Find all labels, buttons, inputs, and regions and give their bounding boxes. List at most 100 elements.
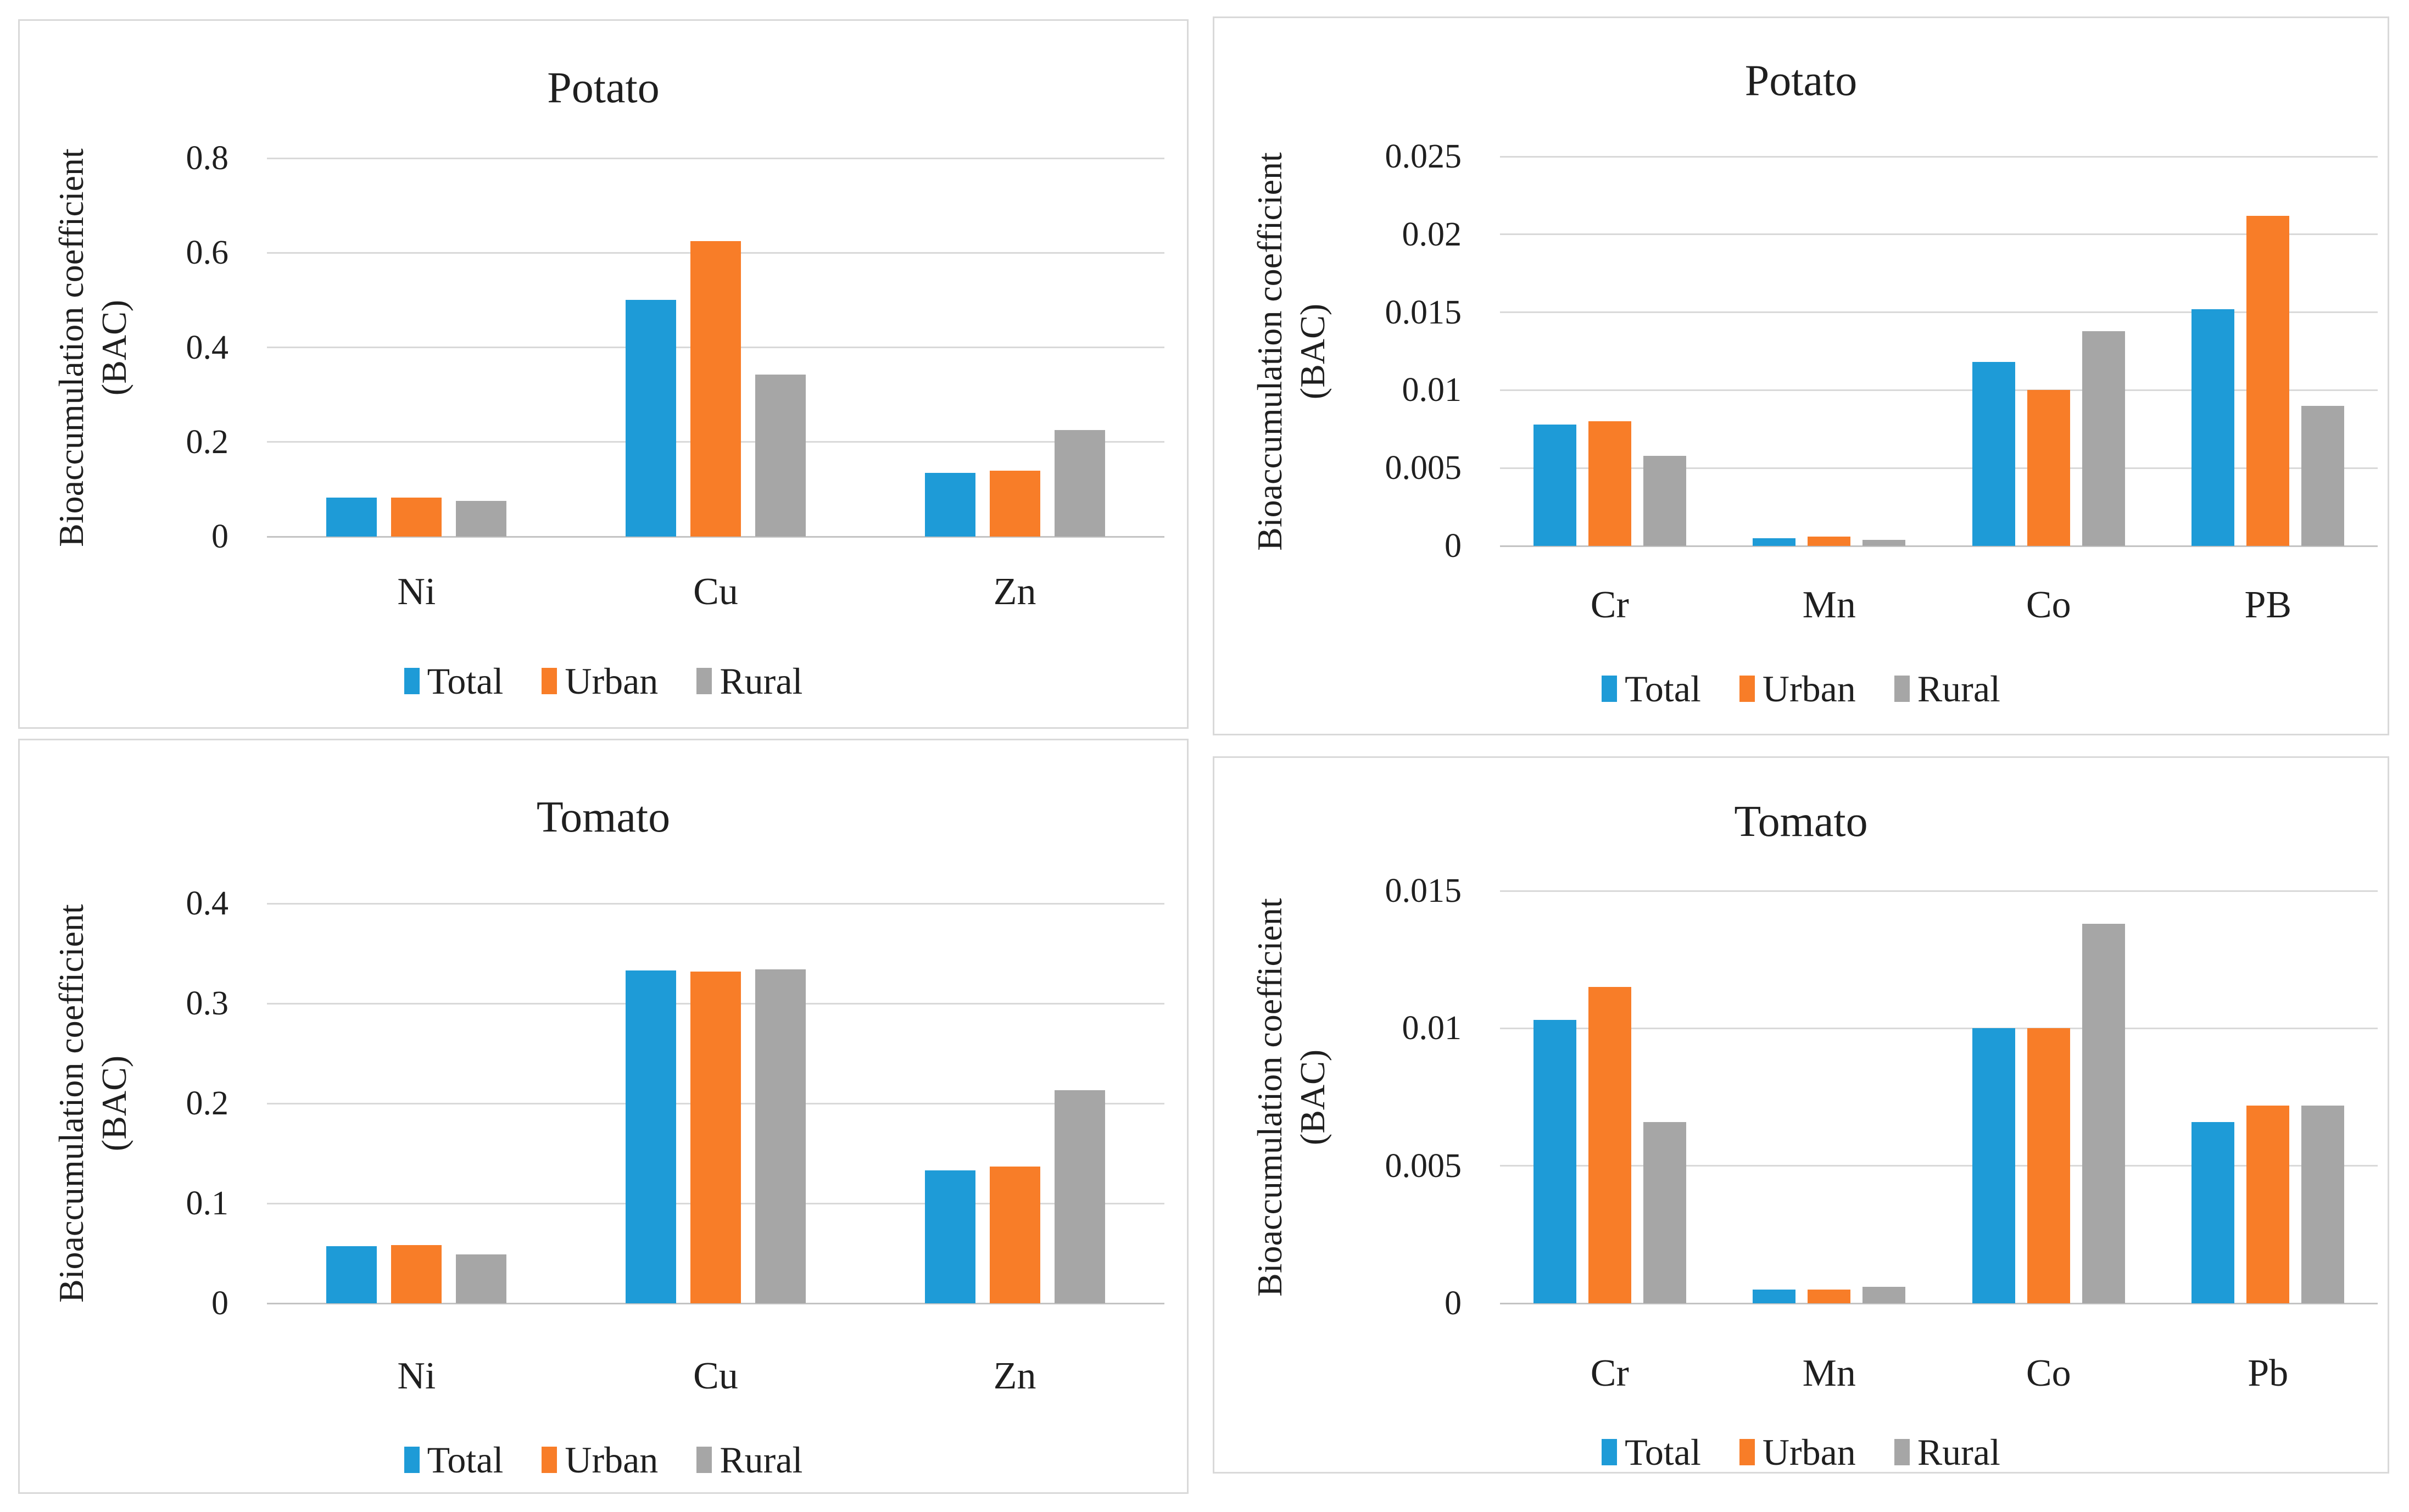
y-tick-label: 0.8 <box>186 140 229 177</box>
bar-Mn-rural <box>1862 1287 1905 1303</box>
bar-Mn-urban <box>1808 1290 1850 1303</box>
gridline <box>1500 467 2378 469</box>
bar-PB-urban <box>2246 216 2289 546</box>
y-tick-label: 0.2 <box>186 1085 229 1122</box>
x-axis-line <box>267 1302 1164 1304</box>
legend-label: Urban <box>565 660 659 702</box>
chart-title: Tomato <box>1734 797 1868 846</box>
bar-Co-total <box>1972 1028 2015 1303</box>
gridline <box>1500 1027 2378 1029</box>
bar-Co-rural <box>2082 924 2125 1303</box>
y-axis-label-line2: (BAC) <box>1293 1049 1332 1145</box>
legend-swatch-rural <box>1894 1439 1910 1465</box>
y-tick-label: 0.4 <box>186 328 229 366</box>
gridline <box>267 157 1164 159</box>
bar-Cr-urban <box>1588 987 1631 1303</box>
category-label: Ni <box>397 1355 436 1397</box>
y-tick-label: 0.4 <box>186 885 229 922</box>
bar-Cr-total <box>1533 1020 1576 1303</box>
legend-swatch-total <box>404 668 420 694</box>
bar-Ni-rural <box>456 1254 506 1303</box>
bar-Ni-total <box>326 498 377 537</box>
x-axis-line <box>1500 545 2378 547</box>
y-tick-label: 0.025 <box>1385 138 1462 175</box>
bar-Zn-rural <box>1055 430 1105 537</box>
bar-PB-total <box>2191 309 2234 546</box>
category-label: Ni <box>397 571 436 613</box>
y-axis-label-line1: Bioaccumulation coefficient <box>1250 897 1289 1297</box>
legend-swatch-total <box>1602 1439 1618 1465</box>
legend-label: Rural <box>1917 668 2000 710</box>
legend-item-total: Total <box>404 1439 503 1481</box>
legend-item-urban: Urban <box>1739 668 1856 710</box>
bar-Mn-urban <box>1808 537 1850 546</box>
chart-title: Potato <box>547 64 660 112</box>
bar-Cu-total <box>626 300 676 537</box>
legend-label: Total <box>1625 1431 1701 1473</box>
bar-Co-total <box>1972 362 2015 546</box>
category-label: Mn <box>1802 584 1856 626</box>
bar-Co-urban <box>2027 390 2070 546</box>
y-axis-label-line1: Bioaccumulation coefficient <box>1250 152 1289 551</box>
gridline <box>267 902 1164 905</box>
y-tick-label: 0.005 <box>1385 1147 1462 1185</box>
bar-Mn-total <box>1753 1290 1795 1303</box>
bar-Cr-total <box>1533 425 1576 546</box>
bar-PB-rural <box>2301 406 2344 546</box>
bar-Cu-urban <box>690 972 741 1303</box>
x-axis-line <box>1500 1302 2378 1304</box>
bar-Zn-urban <box>990 1167 1040 1303</box>
legend-swatch-total <box>404 1447 420 1473</box>
gridline <box>1500 1165 2378 1167</box>
legend-label: Rural <box>720 660 803 702</box>
legend-item-rural: Rural <box>696 1439 802 1481</box>
gridline <box>1500 233 2378 236</box>
bar-Cu-rural <box>755 969 806 1303</box>
y-tick-label: 0.015 <box>1385 872 1462 910</box>
category-label: Mn <box>1802 1352 1856 1394</box>
y-tick-label: 0 <box>1445 527 1462 565</box>
gridline <box>1500 311 2378 314</box>
bar-Co-rural <box>2082 331 2125 546</box>
chart-panel-tomato-major-metals: Tomato Bioaccumulation coefficient (BAC)… <box>18 739 1189 1494</box>
category-label: Pb <box>2248 1352 2289 1394</box>
gridline <box>1500 890 2378 892</box>
legend-swatch-total <box>1602 676 1618 702</box>
bar-Zn-urban <box>990 471 1040 537</box>
bar-Cu-rural <box>755 375 806 537</box>
bar-Zn-total <box>925 1170 975 1303</box>
bar-Zn-rural <box>1055 1090 1105 1303</box>
bar-Ni-urban <box>391 1245 442 1303</box>
legend-item-urban: Urban <box>1739 1431 1856 1473</box>
category-label: Cu <box>693 1355 738 1397</box>
y-tick-label: 0.6 <box>186 234 229 272</box>
legend: Total Urban Rural <box>1214 668 2388 710</box>
bar-Ni-rural <box>456 501 506 537</box>
legend-label: Rural <box>1917 1431 2000 1473</box>
y-tick-label: 0.01 <box>1402 1009 1462 1047</box>
category-axis: Cr Mn Co Pb <box>1500 1352 2378 1396</box>
legend-label: Total <box>427 660 504 702</box>
category-label: Zn <box>993 1355 1036 1397</box>
gridline <box>1500 155 2378 158</box>
legend-label: Rural <box>720 1439 803 1481</box>
y-tick-label: 0 <box>1445 1285 1462 1322</box>
legend: Total Urban Rural <box>20 1439 1187 1481</box>
legend-item-total: Total <box>404 660 504 702</box>
bar-Ni-total <box>326 1246 377 1303</box>
bar-Pb-urban <box>2246 1106 2289 1303</box>
legend-swatch-rural <box>696 1447 712 1473</box>
legend-item-urban: Urban <box>542 660 658 702</box>
y-tick-label: 0.3 <box>186 985 229 1022</box>
legend-swatch-rural <box>1894 676 1910 702</box>
legend-item-rural: Rural <box>1894 668 2000 710</box>
legend-swatch-urban <box>542 1447 557 1473</box>
y-tick-label: 0.1 <box>186 1185 229 1222</box>
legend: Total Urban Rural <box>1214 1431 2388 1473</box>
y-tick-label: 0 <box>211 1285 228 1322</box>
chart-title: Potato <box>1744 57 1858 105</box>
category-label: Cr <box>1590 1352 1629 1394</box>
bar-Cu-urban <box>690 241 741 537</box>
legend-item-total: Total <box>1602 1431 1701 1473</box>
y-axis-label-line2: (BAC) <box>1293 303 1332 399</box>
